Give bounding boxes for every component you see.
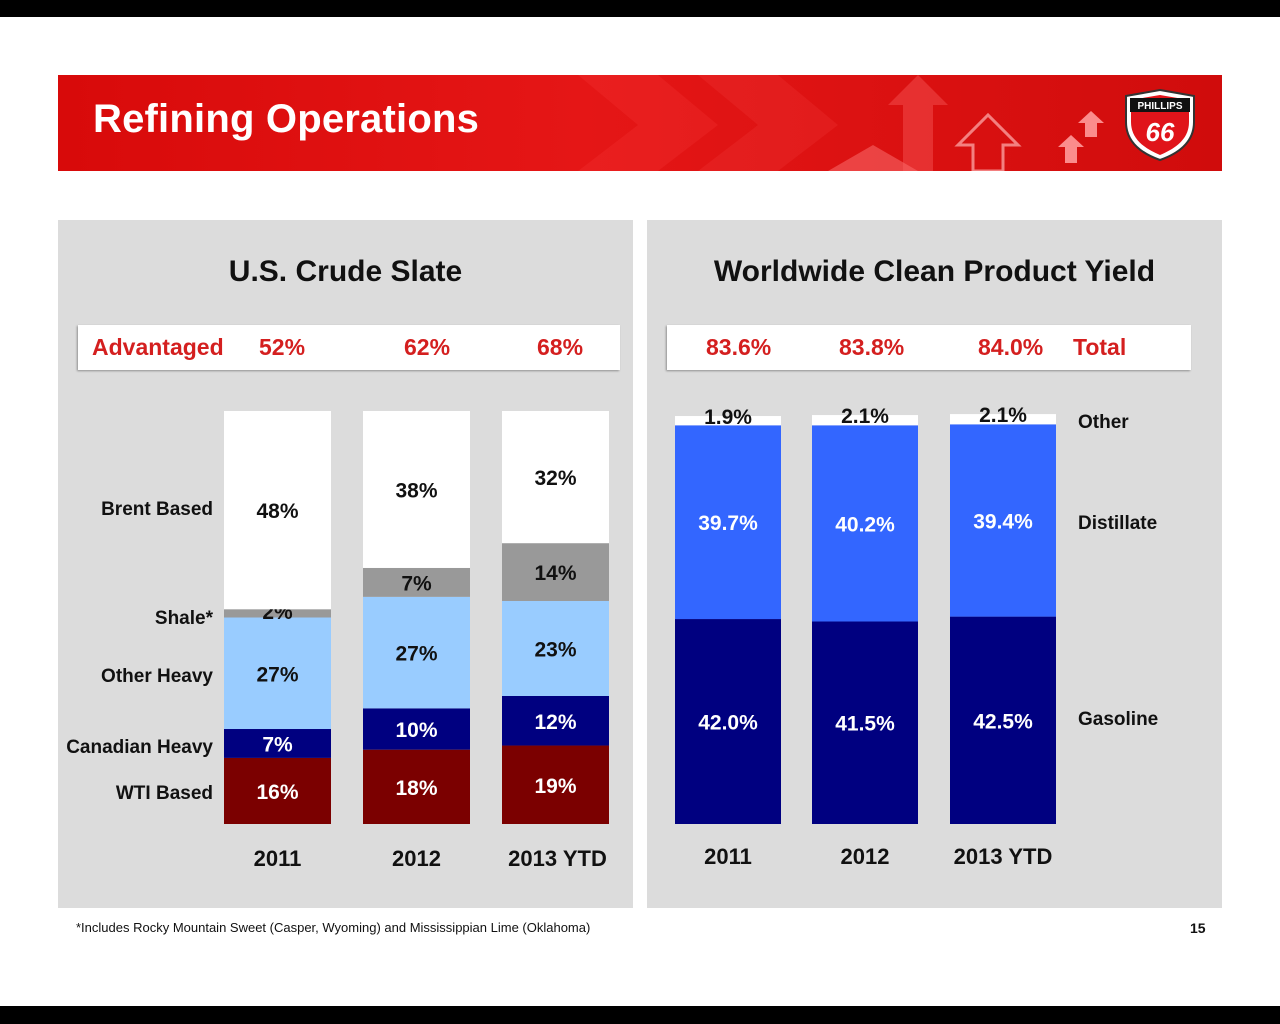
x-tick-label-2013-ytd: 2013 YTD [954,844,1053,869]
data-label-distillate-2011: 39.7% [698,512,758,535]
bar-brent-based-2011 [224,411,331,610]
data-label-brent-based-2011: 48% [256,500,298,523]
bar-canadian-heavy-2011 [224,729,331,758]
clean-product-yield-chart: 42.0% 39.7% 1.9% 2011 41.5% 40.2% 2.1% 2012 42.5… [675,404,1158,869]
total-band: 83.6% 83.8% 84.0% Total [667,325,1191,370]
bar-brent-based-2013-ytd [502,411,609,544]
legend-label-other-heavy: Other Heavy [101,666,213,687]
x-tick-label-2013-ytd: 2013 YTD [508,846,607,871]
total-value-2013-ytd: 84.0% [978,334,1044,360]
data-label-other-heavy-2012: 27% [395,643,437,666]
phillips-66-logo: PHILLIPS 66 [1125,88,1195,162]
data-label-gasoline-2012: 41.5% [835,713,895,736]
bar-other-heavy-2011 [224,617,331,730]
advantaged-label: Advantaged [92,334,224,360]
advantaged-value-2011: 52% [259,334,306,360]
clean-product-yield-panel: Worldwide Clean Product Yield 83.6% 83.8… [647,220,1222,908]
legend-label-brent-based: Brent Based [101,499,213,520]
page-number: 15 [1190,920,1206,936]
bar-brent-based-2012 [363,411,470,568]
data-label-canadian-heavy-2012: 10% [395,719,437,742]
legend-label-other: Other [1078,412,1129,433]
slide-title: Refining Operations [93,97,480,141]
footnote: *Includes Rocky Mountain Sweet (Casper, … [76,920,591,935]
data-label-wti-based-2013-ytd: 19% [534,775,576,798]
logo-text-66: 66 [1146,117,1175,147]
advantaged-value-2013-ytd: 68% [537,334,584,360]
total-label: Total [1073,334,1127,360]
data-label-other-heavy-2011: 27% [256,663,298,686]
bottom-black-bar [0,1006,1280,1024]
bar-other-heavy-2013-ytd [502,600,609,696]
bar-canadian-heavy-2013-ytd [502,695,609,746]
bar-wti-based-2012 [363,749,470,824]
legend-label-gasoline: Gasoline [1078,709,1158,730]
title-banner: Refining Operations [58,75,1222,171]
bar-gasoline-2013-ytd [950,616,1056,824]
bar-shale-2011 [224,609,331,618]
legend-label-shale: Shale* [155,608,214,629]
data-label-wti-based-2012: 18% [395,777,437,800]
data-label-canadian-heavy-2013-ytd: 12% [534,711,576,734]
data-label-gasoline-2011: 42.0% [698,712,758,735]
bar-distillate-2012 [812,425,918,622]
clean-product-yield-title: Worldwide Clean Product Yield [713,255,1156,288]
legend-label-distillate: Distillate [1078,513,1157,534]
bar-canadian-heavy-2012 [363,708,470,750]
advantaged-band: Advantaged 52% 62% 68% [78,325,620,370]
data-label-brent-based-2013-ytd: 32% [534,467,576,490]
bar-gasoline-2011 [675,619,781,824]
data-label-brent-based-2012: 38% [395,479,437,502]
data-label-other-heavy-2013-ytd: 23% [534,638,576,661]
bar-distillate-2013-ytd [950,424,1056,617]
data-label-distillate-2012: 40.2% [835,513,895,536]
advantaged-value-2012: 62% [404,334,451,360]
data-label-other-2011: 1.9% [704,406,752,429]
bar-other-2012 [812,415,918,426]
x-tick-label-2012: 2012 [392,846,441,871]
bar-other-2011 [675,416,781,426]
data-label-wti-based-2011: 16% [256,781,298,804]
x-tick-label-2011: 2011 [254,846,302,871]
bar-gasoline-2012 [812,621,918,824]
data-label-shale-2013-ytd: 14% [534,562,576,585]
bar-wti-based-2013-ytd [502,745,609,824]
legend-label-wti-based: WTI Based [116,783,213,804]
total-value-2011: 83.6% [706,334,772,360]
logo-text-phillips: PHILLIPS [1137,101,1182,112]
data-label-shale-2012: 7% [401,572,432,595]
data-label-canadian-heavy-2011: 7% [262,733,293,756]
banner-arrows-decoration [578,75,1104,171]
crude-slate-chart: 16%7%27%2%48%201118%10%27%7%38%201219%12… [66,411,609,871]
bar-wti-based-2011 [224,757,331,824]
legend-label-canadian-heavy: Canadian Heavy [66,737,213,758]
bar-shale-2012 [363,567,470,597]
bar-other-heavy-2012 [363,596,470,709]
data-label-other-2012: 2.1% [841,405,889,428]
x-tick-label-2012: 2012 [841,844,890,869]
crude-slate-panel: U.S. Crude Slate Advantaged 52% 62% 68% … [58,220,633,908]
total-value-2012: 83.8% [839,334,905,360]
crude-slate-title: U.S. Crude Slate [228,255,463,288]
top-black-bar [0,0,1280,17]
bar-shale-2013-ytd [502,543,609,601]
data-label-gasoline-2013-ytd: 42.5% [973,710,1033,733]
data-label-other-2013-ytd: 2.1% [979,404,1027,427]
bar-other-2013-ytd [950,414,1056,425]
data-label-distillate-2013-ytd: 39.4% [973,510,1033,533]
bar-distillate-2011 [675,425,781,620]
x-tick-label-2011: 2011 [704,844,752,869]
